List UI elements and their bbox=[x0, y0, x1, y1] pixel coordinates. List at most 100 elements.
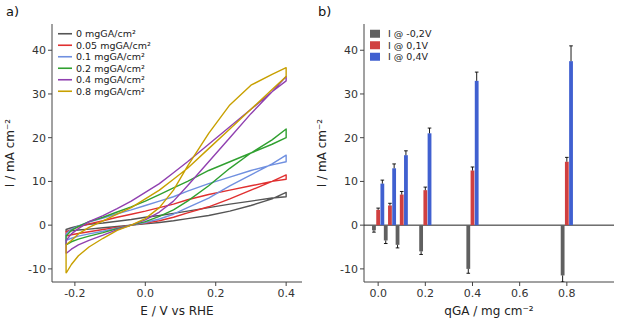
legend-swatch bbox=[58, 44, 72, 46]
legend-swatch bbox=[58, 79, 72, 81]
error-bar bbox=[419, 251, 423, 254]
error-cap bbox=[392, 163, 396, 164]
legend-label: 0.1 mgGA/cm² bbox=[76, 51, 145, 62]
error-cap bbox=[569, 45, 573, 46]
error-stem bbox=[401, 191, 402, 194]
x-axis-label: qGA / mg cm⁻² bbox=[444, 304, 534, 318]
y-tick bbox=[360, 225, 364, 226]
error-bar bbox=[424, 187, 428, 190]
error-bar bbox=[561, 275, 565, 282]
x-tick-label: 0.2 bbox=[207, 287, 225, 300]
error-cap bbox=[372, 232, 376, 233]
x-axis-line bbox=[364, 282, 614, 283]
y-tick bbox=[360, 93, 364, 94]
bar bbox=[392, 168, 396, 225]
y-tick bbox=[48, 93, 52, 94]
x-tick bbox=[286, 282, 287, 286]
bar bbox=[404, 155, 408, 225]
bar bbox=[419, 225, 423, 251]
y-tick-label: 40 bbox=[32, 44, 46, 57]
x-tick bbox=[472, 282, 473, 286]
panel: 0.00.20.40.60.8-10010203040qGA / mg cm⁻²… bbox=[315, 4, 614, 318]
error-cap bbox=[384, 243, 388, 244]
error-stem bbox=[476, 72, 477, 81]
error-cap bbox=[466, 273, 470, 274]
bar bbox=[471, 170, 475, 225]
error-stem bbox=[385, 240, 386, 243]
y-tick bbox=[48, 181, 52, 182]
error-stem bbox=[468, 269, 469, 273]
bar bbox=[388, 205, 392, 225]
y-tick-label: 0 bbox=[351, 219, 358, 232]
y-tick-label: 20 bbox=[344, 132, 358, 145]
y-tick bbox=[360, 137, 364, 138]
legend-swatch bbox=[58, 67, 72, 69]
legend: 0 mgGA/cm²0.05 mgGA/cm²0.1 mgGA/cm²0.2 m… bbox=[58, 28, 151, 97]
error-bar bbox=[384, 240, 388, 243]
x-tick-label: 0.0 bbox=[137, 287, 155, 300]
y-tick bbox=[360, 268, 364, 269]
x-tick bbox=[145, 282, 146, 286]
error-stem bbox=[421, 251, 422, 254]
y-tick bbox=[48, 50, 52, 51]
legend-swatch bbox=[370, 53, 380, 61]
error-stem bbox=[394, 164, 395, 168]
error-cap bbox=[376, 208, 380, 209]
bar bbox=[400, 195, 404, 226]
y-tick bbox=[360, 181, 364, 182]
error-stem bbox=[382, 180, 383, 183]
cv-curve bbox=[66, 68, 286, 274]
legend-label: 0.4 mgGA/cm² bbox=[76, 74, 145, 85]
bar bbox=[372, 225, 376, 230]
y-tick-label: 10 bbox=[344, 175, 358, 188]
legend-label: I @ 0,4V bbox=[388, 51, 428, 62]
error-bar bbox=[400, 191, 404, 194]
error-cap bbox=[419, 254, 423, 255]
error-stem bbox=[397, 245, 398, 248]
error-stem bbox=[429, 128, 430, 133]
legend-label: I @ -0,2V bbox=[388, 28, 432, 39]
plot-area bbox=[66, 68, 286, 274]
error-cap bbox=[400, 191, 404, 192]
legend-label: 0.8 mgGA/cm² bbox=[76, 86, 145, 97]
bar bbox=[561, 225, 565, 275]
x-tick bbox=[215, 282, 216, 286]
bar bbox=[466, 225, 470, 269]
y-tick-label: 30 bbox=[344, 88, 358, 101]
cv-curve bbox=[66, 175, 286, 236]
error-stem bbox=[571, 46, 572, 61]
error-bar bbox=[569, 46, 573, 61]
legend-label: 0 mgGA/cm² bbox=[76, 28, 136, 39]
panel: -0.20.00.20.4-10010203040E / V vs RHEI /… bbox=[3, 4, 302, 318]
error-bar bbox=[392, 164, 396, 168]
error-cap bbox=[428, 128, 432, 129]
x-axis-label: E / V vs RHE bbox=[140, 304, 213, 318]
legend-label: 0.2 mgGA/cm² bbox=[76, 63, 145, 74]
error-bar bbox=[404, 151, 408, 155]
x-tick bbox=[74, 282, 75, 286]
bar bbox=[423, 190, 427, 225]
error-bar bbox=[475, 72, 479, 81]
error-cap bbox=[388, 203, 392, 204]
bar bbox=[569, 61, 573, 225]
y-tick-label: 10 bbox=[32, 175, 46, 188]
bar bbox=[384, 225, 388, 240]
x-tick bbox=[519, 282, 520, 286]
legend-swatch bbox=[58, 33, 72, 35]
error-cap bbox=[561, 282, 565, 283]
y-tick bbox=[48, 137, 52, 138]
error-bar bbox=[466, 269, 470, 273]
y-axis-line bbox=[52, 24, 53, 282]
y-tick-label: -10 bbox=[340, 263, 358, 276]
error-stem bbox=[562, 275, 563, 282]
error-cap bbox=[424, 187, 428, 188]
error-cap bbox=[475, 72, 479, 73]
error-bar bbox=[428, 128, 432, 133]
legend-label: I @ 0,1V bbox=[388, 40, 428, 51]
y-tick-label: 30 bbox=[32, 88, 46, 101]
error-bar bbox=[381, 180, 385, 183]
x-tick-label: 0.6 bbox=[511, 287, 529, 300]
error-cap bbox=[396, 247, 400, 248]
y-tick-label: 20 bbox=[32, 132, 46, 145]
legend-swatch bbox=[58, 56, 72, 58]
